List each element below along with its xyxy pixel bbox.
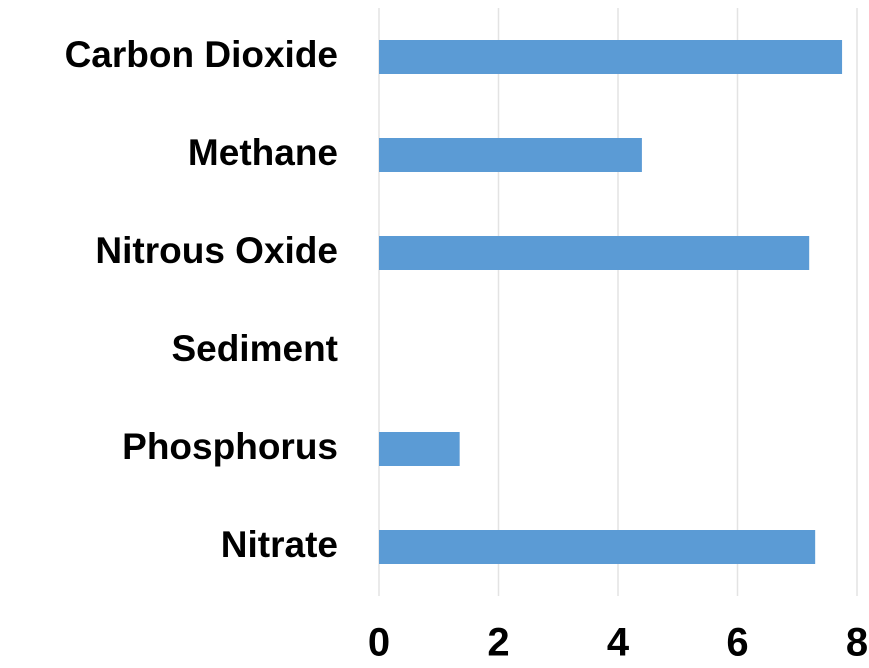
bar xyxy=(379,432,460,466)
y-tick-label: Nitrate xyxy=(221,524,338,565)
bar xyxy=(379,138,642,172)
x-tick-label: 6 xyxy=(726,621,748,665)
bar xyxy=(379,236,810,270)
y-tick-label: Sediment xyxy=(171,328,338,369)
x-tick-label: 2 xyxy=(487,621,509,665)
y-tick-label: Carbon Dioxide xyxy=(65,34,338,75)
x-tick-label: 4 xyxy=(607,621,630,665)
bar xyxy=(379,40,843,74)
x-tick-label: 8 xyxy=(846,621,868,665)
y-tick-label: Phosphorus xyxy=(122,426,338,467)
y-tick-label: Nitrous Oxide xyxy=(95,230,338,271)
bar xyxy=(379,530,816,564)
x-tick-label: 0 xyxy=(368,621,390,665)
y-tick-label: Methane xyxy=(188,132,338,173)
